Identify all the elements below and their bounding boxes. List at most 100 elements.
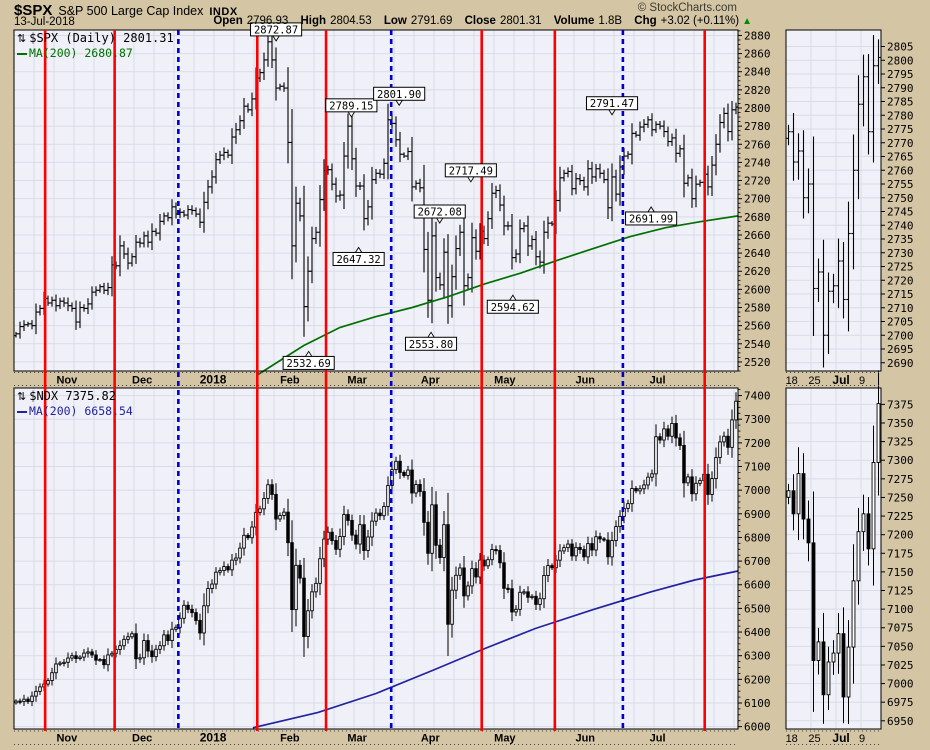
candle-body xyxy=(526,591,530,598)
month-label: Mar xyxy=(347,375,367,387)
candle-body xyxy=(821,641,826,696)
candle-body xyxy=(726,435,730,448)
y-axis-label: 6700 xyxy=(744,555,771,568)
callout-price-label: 2553.80 xyxy=(409,339,453,351)
candle-body xyxy=(130,633,134,638)
y-axis-label: 7225 xyxy=(887,510,914,523)
candle-body xyxy=(26,698,30,703)
callout-box xyxy=(413,204,466,219)
candle-body xyxy=(841,633,846,698)
y-axis-label: 6600 xyxy=(744,579,771,592)
candle-body xyxy=(474,568,478,578)
candle-body xyxy=(330,531,334,541)
spx-ma-swatch-icon xyxy=(17,52,27,55)
candle-body xyxy=(122,638,126,647)
candle-body xyxy=(470,568,474,587)
high-label: High xyxy=(300,15,327,27)
candle-body xyxy=(238,547,242,559)
candle-body xyxy=(22,698,26,703)
candle-body xyxy=(826,661,831,696)
candle-body xyxy=(646,476,650,486)
y-axis-label: 2715 xyxy=(887,288,914,301)
y-axis-label: 6800 xyxy=(744,531,771,544)
candle-body xyxy=(86,651,90,654)
candle-body xyxy=(686,476,690,484)
candle-body xyxy=(106,654,110,666)
candle-body xyxy=(438,544,442,559)
candle-body xyxy=(62,661,66,664)
ohlc-stats-row: Open 2796.93 High 2804.53 Low 2791.69 Close… xyxy=(204,15,752,27)
candle-body xyxy=(342,514,346,537)
spx-ma-legend: MA(200) 2680.87 xyxy=(17,46,174,60)
candle-body xyxy=(638,488,642,492)
candle-body xyxy=(816,641,821,661)
y-axis-label: 6300 xyxy=(744,650,771,663)
candle-body xyxy=(410,469,414,494)
callout-box xyxy=(282,355,335,370)
mini-date-label: 25 xyxy=(808,733,820,745)
y-axis-label: 6975 xyxy=(887,696,914,709)
candle-body xyxy=(562,547,566,552)
y-axis-label: 2840 xyxy=(744,66,771,79)
candle-body xyxy=(110,652,114,656)
y-axis-label: 2540 xyxy=(744,338,771,351)
candle-body xyxy=(270,484,274,495)
candle-body xyxy=(698,480,702,484)
chart-header: $SPX S&P 500 Large Cap Index INDX xyxy=(14,2,238,20)
candle-body xyxy=(866,513,871,550)
candle-body xyxy=(614,526,618,541)
y-axis-label: 2880 xyxy=(744,29,771,42)
candle-body xyxy=(166,634,170,642)
y-axis-label: 2800 xyxy=(744,102,771,115)
callout-price-label: 2672.08 xyxy=(418,207,462,219)
candle-body xyxy=(386,484,390,507)
candle-body xyxy=(54,663,58,674)
candle-body xyxy=(654,436,658,475)
candle-body xyxy=(230,559,234,571)
candle-body xyxy=(462,567,466,597)
month-label: 2018 xyxy=(200,731,227,745)
candle-body xyxy=(806,518,811,544)
callout-box xyxy=(625,211,678,226)
y-axis-label: 2795 xyxy=(887,68,914,81)
month-label: Nov xyxy=(56,733,78,745)
candle-body xyxy=(90,651,94,656)
y-axis-label: 7125 xyxy=(887,585,914,598)
spx-ma-label: MA(200) 2680.87 xyxy=(29,46,133,60)
candle-body xyxy=(530,595,534,598)
candle-body xyxy=(482,559,486,567)
candle-body xyxy=(278,515,282,520)
candle-body xyxy=(876,403,881,463)
candle-body xyxy=(658,436,662,441)
candle-body xyxy=(194,612,198,621)
y-axis-label: 7325 xyxy=(887,436,914,449)
month-label: 2018 xyxy=(200,373,227,387)
candle-body xyxy=(734,400,738,421)
mini-date-label: Jul xyxy=(832,731,849,745)
month-label: Nov xyxy=(56,375,78,387)
candle-body xyxy=(138,657,142,660)
candle-body xyxy=(662,428,666,441)
month-label: Feb xyxy=(280,733,300,745)
candle-body xyxy=(398,460,402,473)
stockcharts-copyright: © StockCharts.com xyxy=(637,2,737,14)
candle-body xyxy=(722,435,726,443)
callout-box xyxy=(585,96,639,111)
y-axis-label: 2790 xyxy=(887,82,914,95)
candle-body xyxy=(606,539,610,558)
y-axis-label: 2680 xyxy=(744,211,771,224)
callout-price-label: 2647.32 xyxy=(336,254,380,266)
candle-body xyxy=(714,457,718,480)
candle-body xyxy=(66,657,70,663)
callout-box xyxy=(404,336,458,351)
callout-box xyxy=(332,251,385,266)
y-axis-label: 2780 xyxy=(887,109,914,122)
y-axis-label: 2860 xyxy=(744,48,771,61)
candle-body xyxy=(682,445,686,484)
candle-body xyxy=(634,488,638,492)
candle-body xyxy=(831,652,836,663)
candle-body xyxy=(134,633,138,660)
candle-body xyxy=(170,628,174,642)
candle-body xyxy=(154,648,158,658)
candle-body xyxy=(678,437,682,446)
